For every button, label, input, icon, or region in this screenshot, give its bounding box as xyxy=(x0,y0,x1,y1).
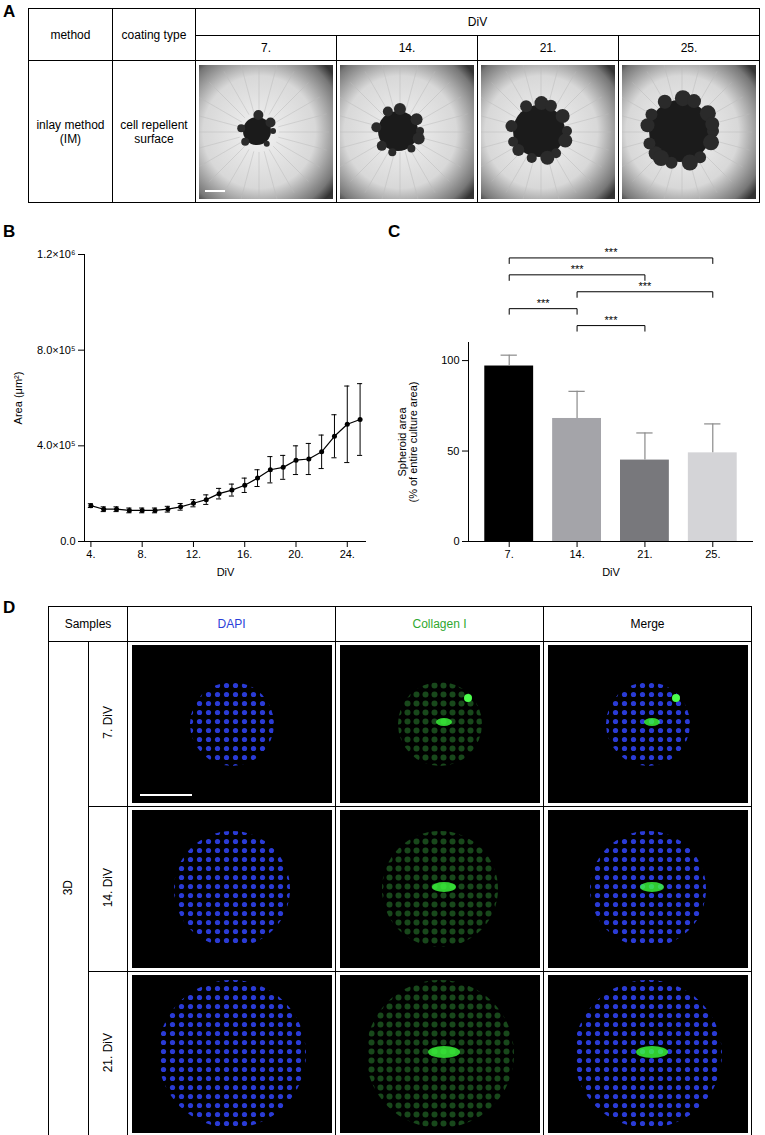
svg-text:0: 0 xyxy=(453,535,459,547)
svg-text:8.: 8. xyxy=(138,548,147,560)
svg-text:***: *** xyxy=(605,246,619,258)
svg-text:***: *** xyxy=(571,263,585,275)
svg-text:0.0: 0.0 xyxy=(60,535,75,547)
svg-text:4.: 4. xyxy=(86,548,95,560)
svg-text:1.2×10⁶: 1.2×10⁶ xyxy=(37,248,75,260)
html-text:coating type: coating type xyxy=(121,27,187,42)
svg-text:50: 50 xyxy=(447,445,459,457)
html-text:DiV: DiV xyxy=(467,15,488,29)
html-text:method: method xyxy=(50,27,91,42)
html-text:7. DiV: 7. DiV xyxy=(100,706,115,739)
svg-text:16.: 16. xyxy=(237,548,252,560)
svg-text:Area (μm²): Area (μm²) xyxy=(12,372,24,425)
html-text:14. DiV: 14. DiV xyxy=(100,867,115,908)
svg-text:100: 100 xyxy=(441,354,459,366)
html-text:B: B xyxy=(3,222,16,241)
html-text:A: A xyxy=(3,2,16,21)
html-text:25.: 25. xyxy=(680,41,698,55)
html-text:D: D xyxy=(3,598,16,617)
html-text:cell repellent surface: cell repellent surface xyxy=(120,117,188,146)
svg-text:14.: 14. xyxy=(569,548,584,560)
html-text:Merge: Merge xyxy=(630,617,665,631)
html-text:C: C xyxy=(388,222,401,241)
svg-text:8.0×10⁵: 8.0×10⁵ xyxy=(37,344,76,356)
html-text:Collagen I: Collagen I xyxy=(412,617,467,631)
svg-text:4.0×10⁵: 4.0×10⁵ xyxy=(37,439,76,451)
html-text:14.: 14. xyxy=(398,41,416,55)
svg-text:20.: 20. xyxy=(288,548,303,560)
svg-text:***: *** xyxy=(537,297,551,309)
html-text:3D: 3D xyxy=(61,879,76,896)
svg-text:DiV: DiV xyxy=(602,566,620,578)
html-text:7.: 7. xyxy=(261,41,271,55)
html-text:21.: 21. xyxy=(539,41,557,55)
svg-text:21.: 21. xyxy=(637,548,652,560)
svg-text:12.: 12. xyxy=(186,548,201,560)
html-text:DAPI: DAPI xyxy=(217,617,246,631)
svg-text:Spheroid area(% of entire cult: Spheroid area(% of entire culture area) xyxy=(396,381,419,502)
svg-text:***: *** xyxy=(639,280,653,292)
html-text:inlay method (IM): inlay method (IM) xyxy=(36,117,105,146)
svg-text:DiV: DiV xyxy=(217,566,235,578)
svg-text:25.: 25. xyxy=(705,548,720,560)
svg-text:7.: 7. xyxy=(505,548,514,560)
html-text:21. DiV: 21. DiV xyxy=(100,1032,115,1073)
html-text:Samples: Samples xyxy=(64,617,112,631)
svg-text:24.: 24. xyxy=(340,548,355,560)
svg-text:***: *** xyxy=(605,314,619,326)
